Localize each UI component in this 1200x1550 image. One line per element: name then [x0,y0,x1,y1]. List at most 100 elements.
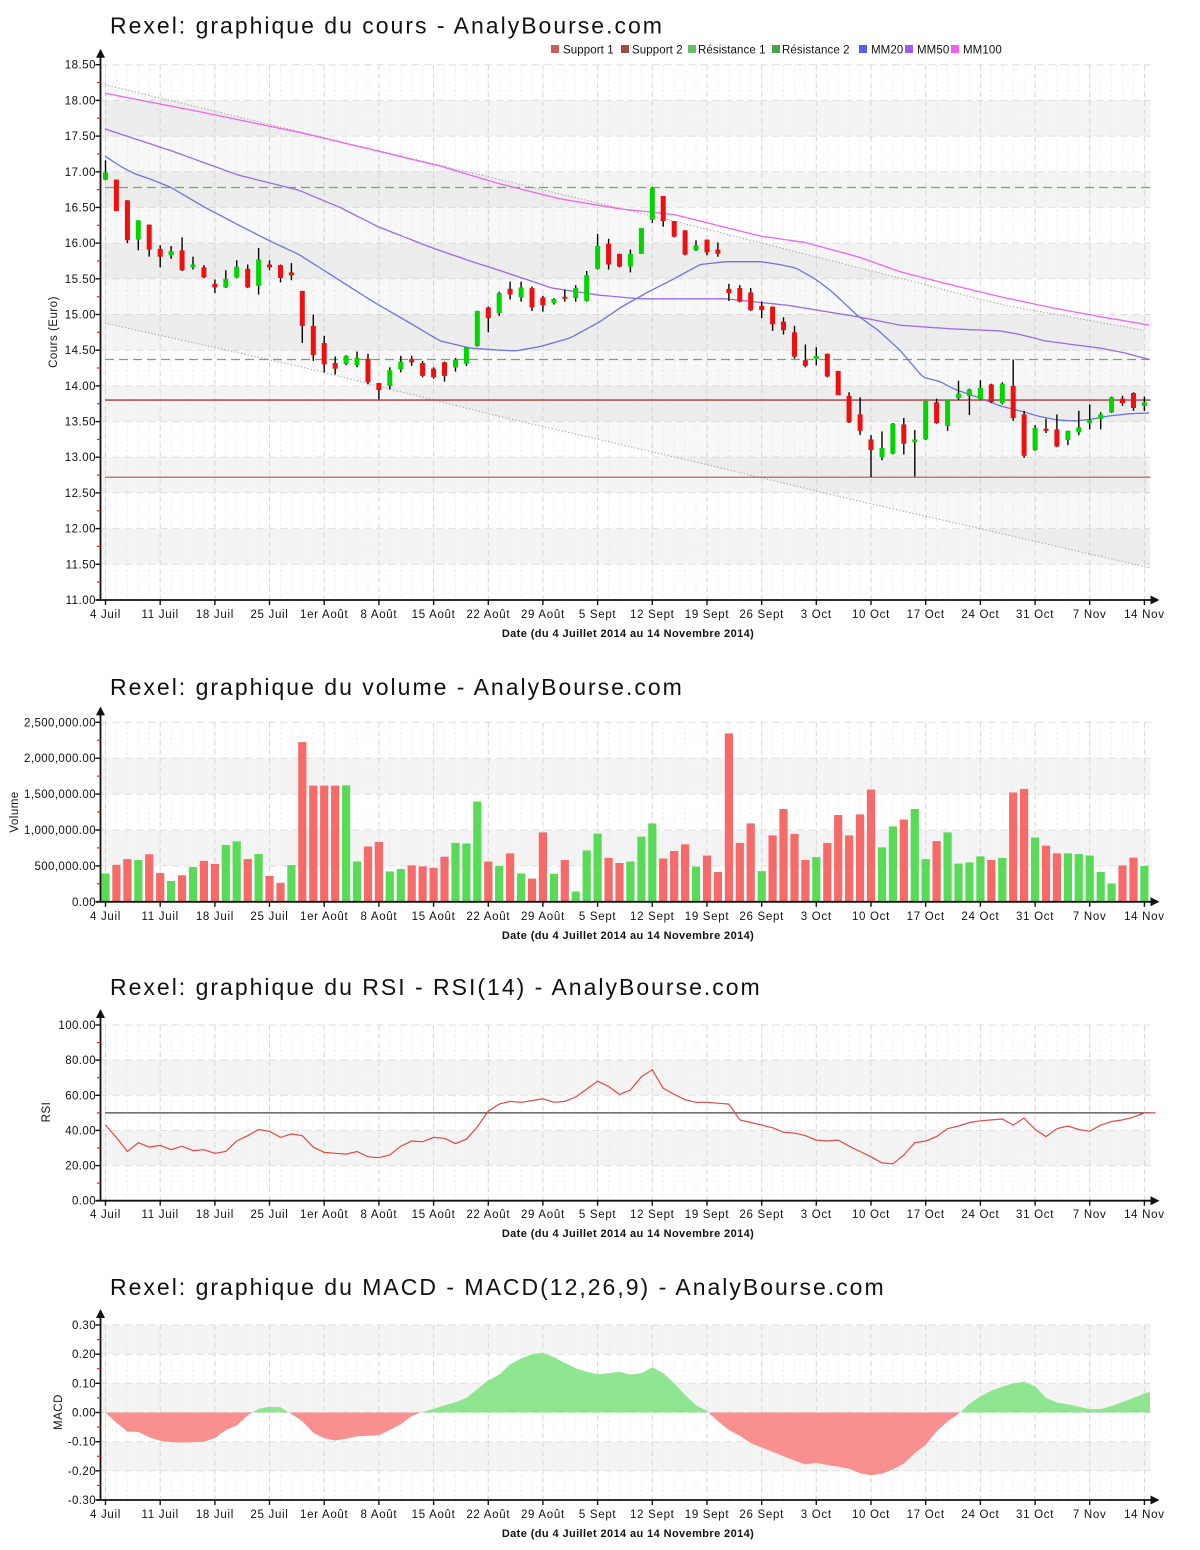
svg-text:16.00: 16.00 [65,238,96,250]
svg-text:12 Sept: 12 Sept [630,1209,675,1221]
svg-text:16.50: 16.50 [65,202,96,214]
svg-text:15.50: 15.50 [65,274,96,286]
svg-text:13.50: 13.50 [65,417,96,429]
svg-text:0.10: 0.10 [72,1378,96,1390]
svg-text:Date (du 4 Juillet 2014 au 14: Date (du 4 Juillet 2014 au 14 Novembre 2… [502,930,754,942]
svg-text:22 Août: 22 Août [466,609,510,621]
svg-text:Volume: Volume [9,791,21,832]
svg-text:31 Oct: 31 Oct [1016,609,1054,621]
svg-text:1er Août: 1er Août [300,1509,349,1521]
svg-text:11 Juil: 11 Juil [142,1509,179,1521]
svg-text:Date (du 4 Juillet 2014 au 14: Date (du 4 Juillet 2014 au 14 Novembre 2… [502,1528,754,1540]
svg-text:100.00: 100.00 [58,1020,96,1032]
svg-text:22 Août: 22 Août [466,1209,510,1221]
svg-text:0.00: 0.00 [72,1196,96,1208]
svg-text:0.00: 0.00 [72,897,96,909]
svg-text:14.00: 14.00 [65,381,96,393]
svg-text:Rexel: graphique du volume - A: Rexel: graphique du volume - AnalyBourse… [110,674,684,700]
svg-text:12 Sept: 12 Sept [630,911,675,923]
svg-text:3 Oct: 3 Oct [801,609,832,621]
svg-text:18 Juil: 18 Juil [196,911,234,923]
svg-text:17 Oct: 17 Oct [907,1209,945,1221]
svg-text:15.00: 15.00 [65,310,96,322]
svg-text:25 Juil: 25 Juil [250,1509,288,1521]
svg-text:31 Oct: 31 Oct [1016,911,1054,923]
svg-text:17 Oct: 17 Oct [907,1509,945,1521]
svg-text:1er Août: 1er Août [300,911,349,923]
svg-text:10 Oct: 10 Oct [852,1209,890,1221]
svg-text:22 Août: 22 Août [466,1509,510,1521]
svg-text:18 Juil: 18 Juil [196,1209,234,1221]
svg-text:19 Sept: 19 Sept [685,911,730,923]
svg-text:14 Nov: 14 Nov [1124,1209,1165,1221]
svg-text:8 Août: 8 Août [360,1209,397,1221]
svg-text:0.30: 0.30 [72,1320,96,1332]
svg-text:25 Juil: 25 Juil [250,911,288,923]
svg-text:26 Sept: 26 Sept [739,911,784,923]
svg-text:17.00: 17.00 [65,167,96,179]
svg-text:RSI: RSI [41,1102,53,1123]
svg-text:3 Oct: 3 Oct [801,1509,832,1521]
svg-text:500,000.00: 500,000.00 [34,861,96,873]
svg-text:5 Sept: 5 Sept [579,1509,617,1521]
svg-text:2,000,000.00: 2,000,000.00 [24,753,96,765]
svg-text:0.00: 0.00 [72,1408,96,1420]
svg-text:15 Août: 15 Août [412,1509,456,1521]
svg-text:-0.30: -0.30 [68,1495,96,1507]
svg-text:12.00: 12.00 [65,524,96,536]
svg-text:1er Août: 1er Août [300,609,349,621]
svg-text:13.00: 13.00 [65,452,96,464]
svg-text:5 Sept: 5 Sept [579,609,617,621]
svg-text:8 Août: 8 Août [360,1509,397,1521]
svg-text:14 Nov: 14 Nov [1124,1509,1165,1521]
svg-text:19 Sept: 19 Sept [685,1209,730,1221]
svg-text:11 Juil: 11 Juil [142,911,179,923]
svg-text:24 Oct: 24 Oct [961,911,999,923]
svg-text:4 Juil: 4 Juil [90,1509,121,1521]
svg-text:2,500,000.00: 2,500,000.00 [24,717,96,729]
svg-text:18.50: 18.50 [65,60,96,72]
svg-text:18 Juil: 18 Juil [196,609,234,621]
svg-text:MM20: MM20 [871,45,903,57]
svg-text:40.00: 40.00 [65,1125,96,1137]
svg-text:7 Nov: 7 Nov [1073,1509,1107,1521]
svg-text:26 Sept: 26 Sept [739,1209,784,1221]
svg-text:31 Oct: 31 Oct [1016,1509,1054,1521]
svg-text:4 Juil: 4 Juil [90,911,121,923]
svg-text:Support 1: Support 1 [563,45,614,57]
svg-text:3 Oct: 3 Oct [801,911,832,923]
svg-text:19 Sept: 19 Sept [685,609,730,621]
svg-text:Date (du 4 Juillet 2014 au 14: Date (du 4 Juillet 2014 au 14 Novembre 2… [502,628,754,640]
svg-text:26 Sept: 26 Sept [739,609,784,621]
svg-text:11 Juil: 11 Juil [142,1209,179,1221]
svg-text:Cours (Euro): Cours (Euro) [48,296,60,368]
svg-text:25 Juil: 25 Juil [250,1209,288,1221]
svg-text:12 Sept: 12 Sept [630,1509,675,1521]
svg-text:4 Juil: 4 Juil [90,1209,121,1221]
svg-text:7 Nov: 7 Nov [1073,609,1107,621]
svg-text:Support 2: Support 2 [632,45,683,57]
svg-text:4 Juil: 4 Juil [90,609,121,621]
svg-text:15 Août: 15 Août [412,1209,456,1221]
svg-text:Rexel: graphique du cours - An: Rexel: graphique du cours - AnalyBourse.… [110,13,664,39]
svg-text:14 Nov: 14 Nov [1124,911,1165,923]
svg-text:Rexel: graphique du MACD - MAC: Rexel: graphique du MACD - MACD(12,26,9)… [110,1274,886,1300]
svg-text:26 Sept: 26 Sept [739,1509,784,1521]
svg-text:1,000,000.00: 1,000,000.00 [24,825,96,837]
svg-text:MM100: MM100 [963,45,1002,57]
svg-text:11 Juil: 11 Juil [142,609,179,621]
svg-text:-0.10: -0.10 [68,1437,96,1449]
svg-text:10 Oct: 10 Oct [852,911,890,923]
svg-text:25 Juil: 25 Juil [250,609,288,621]
svg-text:3 Oct: 3 Oct [801,1209,832,1221]
svg-text:10 Oct: 10 Oct [852,609,890,621]
svg-text:18 Juil: 18 Juil [196,1509,234,1521]
svg-text:60.00: 60.00 [65,1090,96,1102]
svg-text:7 Nov: 7 Nov [1073,911,1107,923]
svg-text:MACD: MACD [53,1394,65,1430]
svg-text:29 Août: 29 Août [521,1509,565,1521]
svg-text:10 Oct: 10 Oct [852,1509,890,1521]
svg-text:11.00: 11.00 [66,595,96,607]
svg-text:29 Août: 29 Août [521,1209,565,1221]
svg-text:17 Oct: 17 Oct [907,609,945,621]
